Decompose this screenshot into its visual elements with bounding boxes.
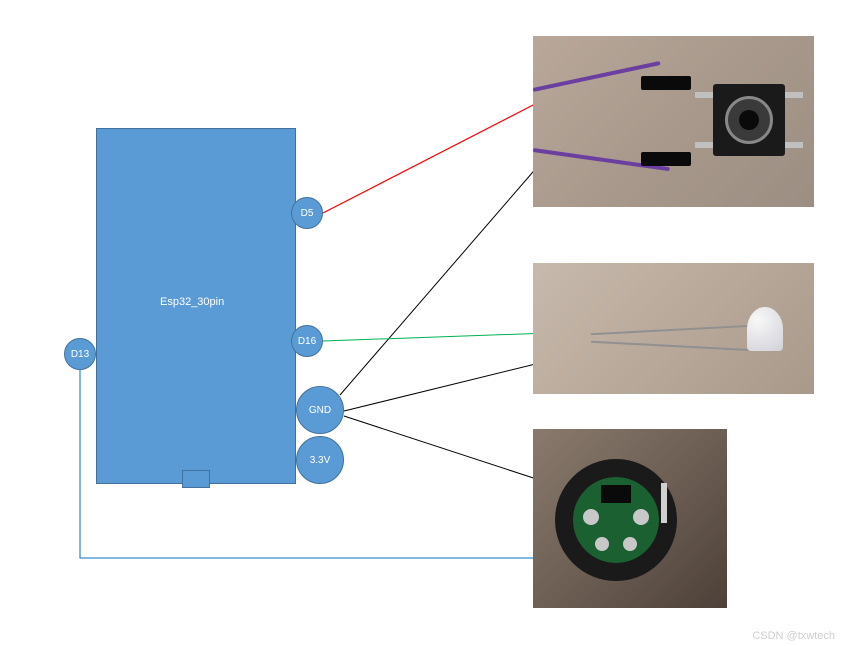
led-lens (747, 307, 783, 351)
watermark: CSDN @txwtech (752, 630, 835, 642)
wire-button-signal (323, 103, 537, 213)
photo-tactile-button (533, 36, 814, 207)
pin-d5: D5 (291, 197, 323, 229)
tactile-pin-4 (695, 142, 713, 148)
tactile-pin-3 (695, 92, 713, 98)
tactile-pin-1 (785, 92, 803, 98)
wire-button-gnd (340, 158, 545, 395)
pin-d16: D16 (291, 325, 323, 357)
dupont-connector-top (641, 76, 691, 90)
solder-3 (595, 537, 609, 551)
pin-d13: D13 (64, 338, 96, 370)
pin-d16-label: D16 (298, 336, 316, 347)
solder-2 (633, 509, 649, 525)
esp32-usb-notch (182, 470, 210, 488)
pin-3v3-label: 3.3V (310, 455, 331, 466)
pin-gnd: GND (296, 386, 344, 434)
solder-4 (623, 537, 637, 551)
photo-led (533, 263, 814, 394)
dupont-connector-bottom (641, 152, 691, 166)
pin-3v3: 3.3V (296, 436, 344, 484)
led-leg-cathode (591, 341, 753, 351)
pin-gnd-label: GND (309, 405, 331, 416)
tactile-pin-2 (785, 142, 803, 148)
buzzer-pin-right (661, 483, 667, 523)
board-label: Esp32_30pin (160, 296, 224, 308)
led-leg-anode (591, 325, 751, 335)
pin-d13-label: D13 (71, 349, 89, 360)
pin-d5-label: D5 (301, 208, 314, 219)
photo-buzzer (533, 429, 727, 608)
tactile-button-actuator (739, 110, 759, 130)
solder-1 (583, 509, 599, 525)
buzzer-chip (601, 485, 631, 503)
